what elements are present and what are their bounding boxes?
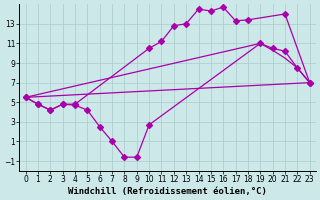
X-axis label: Windchill (Refroidissement éolien,°C): Windchill (Refroidissement éolien,°C) bbox=[68, 187, 267, 196]
